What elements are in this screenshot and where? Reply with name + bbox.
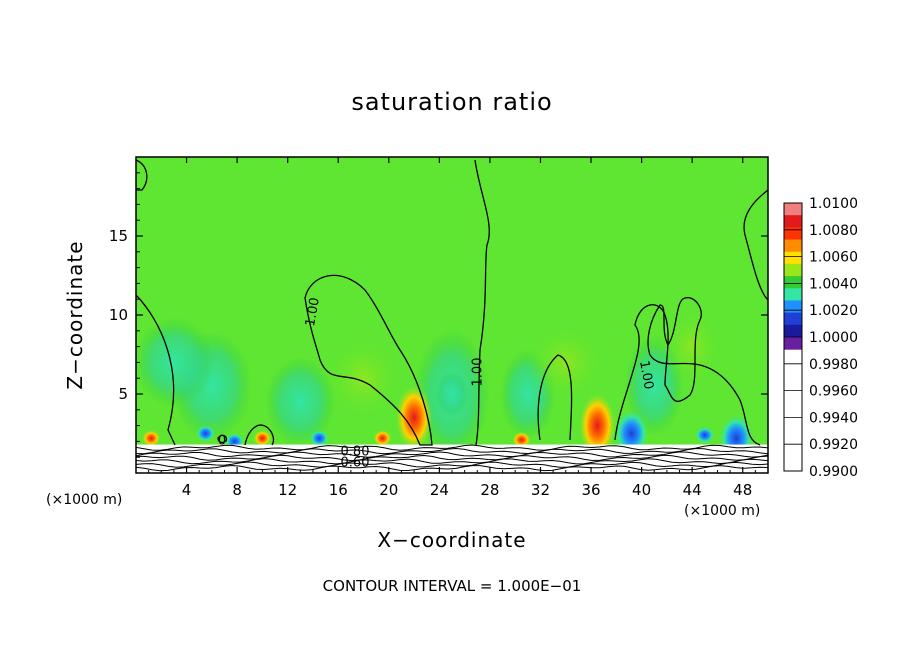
field-blob-8: [662, 306, 723, 387]
terrain-contour-6: [136, 464, 768, 472]
field-spot-5: [310, 430, 329, 447]
field-feature-moist-1: [579, 393, 616, 458]
colorbar-swatch-1: [784, 215, 802, 228]
colorbar-swatch-0: [784, 203, 802, 216]
field-spot-3: [512, 431, 531, 448]
colorbar-label-9: 0.9920: [809, 437, 858, 453]
saturation-field: [136, 157, 768, 473]
colorbar-swatch-10: [784, 324, 802, 338]
x-tick-label-9: 40: [632, 481, 651, 499]
colorbar-swatch-11: [784, 337, 802, 350]
colorbar-swatch-7: [784, 288, 802, 301]
x-tick-label-7: 32: [531, 481, 550, 499]
colorbar-label-8: 0.9940: [809, 410, 858, 426]
colorbar-swatch-4: [784, 251, 802, 265]
colorbar-swatch-3: [784, 239, 802, 253]
contour-label-4: 0.60: [341, 456, 370, 471]
terrain-contour-0: [136, 444, 768, 451]
contour-line-2: [474, 159, 490, 446]
field-feature-dry-2: [615, 411, 648, 456]
colorbar-label-6: 0.9980: [809, 357, 858, 373]
x-tick-label-6: 28: [480, 481, 499, 499]
y-tick-label-0: 5: [118, 385, 128, 403]
contour-line-4: [614, 297, 761, 446]
contour-label-1: 1.00: [471, 358, 486, 387]
contour-line-8: [217, 434, 228, 444]
contour-line-1: [304, 274, 433, 446]
field-spot-1: [253, 430, 272, 447]
colorbar: 1.0100 1.0080 1.0060 1.0040 1.0020 1.0000 0.99…: [783, 196, 858, 480]
x-tick-label-1: 8: [232, 481, 242, 499]
colorbar-label-0: 1.0100: [809, 196, 858, 212]
contour-label-0: 1.00: [303, 296, 323, 327]
colorbar-label-2: 1.0060: [809, 250, 858, 266]
terrain-contour-5: [136, 461, 768, 468]
colorbar-label-7: 0.9960: [809, 384, 858, 400]
colorbar-label-1: 1.0080: [809, 223, 858, 239]
colorbar-swatch-9: [784, 312, 802, 326]
contour-line-3: [537, 354, 573, 441]
x-axis-label: X−coordinate: [377, 528, 527, 552]
x-tick-label-3: 16: [329, 481, 348, 499]
contour-lines: [136, 159, 768, 472]
contour-labels: 1.00 1.00 1.00 0.800.60 0: [218, 296, 656, 470]
x-tick-label-2: 12: [278, 481, 297, 499]
field-spot-6: [196, 425, 215, 442]
x-tick-label-5: 24: [430, 481, 449, 499]
contour-label-5: 0: [218, 434, 226, 449]
field-spot-7: [695, 427, 714, 444]
colorbar-swatch-8: [784, 300, 802, 314]
y-axis-label: Z−coordinate: [63, 240, 87, 390]
colorbar-swatch-6: [784, 276, 802, 289]
contour-line-0: [136, 294, 176, 446]
x-unit-label-right: (×1000 m): [684, 503, 761, 519]
colorbar-label-3: 1.0040: [809, 276, 858, 292]
contour-line-5: [743, 189, 768, 301]
contour-label-3: 0.80: [341, 445, 370, 460]
field-blob-5: [136, 317, 214, 408]
colorbar-label-10: 0.9900: [809, 464, 858, 480]
x-tick-label-0: 4: [182, 481, 192, 499]
field-blob-6: [323, 333, 404, 424]
y-tick-label-2: 15: [109, 227, 128, 245]
colorbar-label-5: 1.0000: [809, 330, 858, 346]
field-spot-2: [373, 430, 392, 447]
field-spot-0: [142, 430, 161, 447]
field-feature-moist-0: [396, 385, 433, 450]
chart-title: saturation ratio: [351, 88, 553, 116]
contour-label-2: 1.00: [636, 359, 656, 390]
field-blob-1: [265, 356, 336, 447]
terrain-contour-2: [136, 451, 768, 458]
x-unit-label-left: (×1000 m): [46, 492, 123, 508]
x-tick-label-4: 20: [379, 481, 398, 499]
contour-line-6: [136, 159, 148, 191]
x-tick-label-10: 44: [683, 481, 702, 499]
terrain-contour-3: [136, 454, 768, 462]
colorbar-label-4: 1.0020: [809, 303, 858, 319]
field-feature-dry-4: [436, 372, 468, 416]
terrain-contour-1: [136, 447, 768, 455]
colorbar-swatch-5: [784, 263, 802, 277]
x-tick-label-8: 36: [581, 481, 600, 499]
x-tick-label-11: 48: [733, 481, 752, 499]
colorbar-swatch-2: [784, 227, 802, 241]
contour-line-7: [244, 424, 275, 446]
terrain-contour-4: [136, 458, 768, 465]
y-tick-label-1: 10: [109, 306, 128, 324]
contour-interval-note: CONTOUR INTERVAL = 1.000E−01: [322, 577, 582, 595]
